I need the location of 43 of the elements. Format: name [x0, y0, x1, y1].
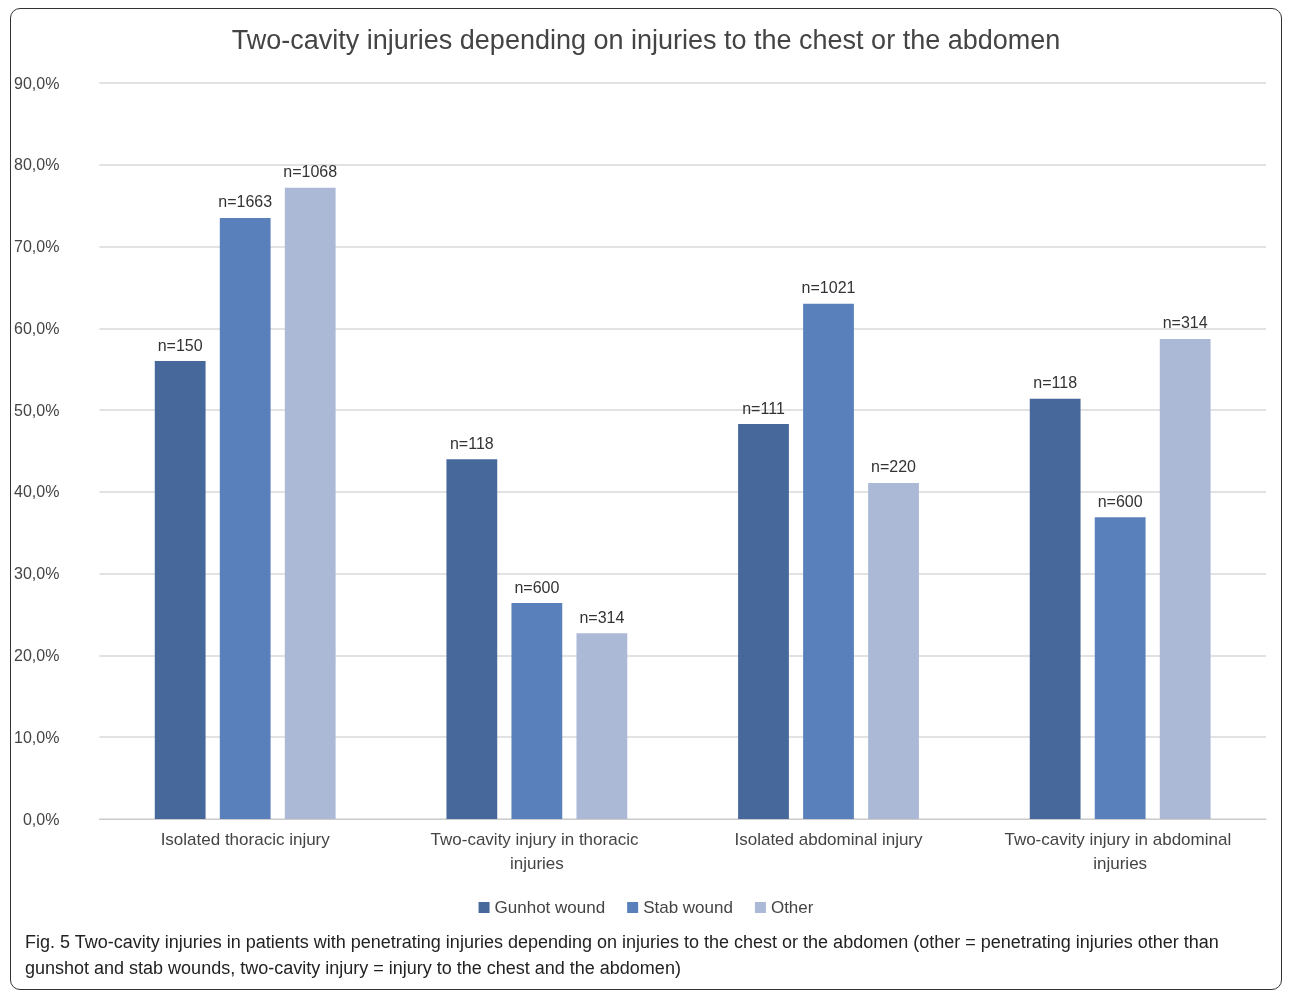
x-tick-label: Two-cavity injury in thoracic injuries	[430, 829, 644, 873]
bar	[511, 603, 563, 819]
chart-title: Two-cavity injuries depending on injuries to the chest or the abdomen	[231, 24, 1061, 55]
bar	[154, 361, 206, 819]
caption: Fig. 5 Two-cavity injuries in patients with penetrating injuries depending on injuries to the chest or the abdomen (other = penetrating injuries other than gunshot and stab wounds, two-cavity injury = injury to the chest and the abdomen)	[25, 931, 1220, 981]
annotation: n=1021	[801, 279, 856, 297]
legend-label: Other	[770, 898, 814, 917]
annotation: n=1068	[283, 163, 338, 181]
bar	[446, 459, 498, 819]
bar	[576, 633, 628, 819]
y-tick-label: 10,0%	[13, 728, 60, 746]
y-tick-label: 30,0%	[13, 565, 60, 583]
y-tick-label: 90,0%	[13, 74, 60, 92]
annotation: n=111	[742, 399, 785, 417]
annotation: n=150	[157, 336, 203, 354]
bar	[803, 303, 854, 819]
x-tick-label: Isolated thoracic injury	[160, 829, 331, 849]
y-tick-label: 40,0%	[13, 483, 60, 501]
bar	[868, 482, 919, 819]
bar	[1094, 517, 1146, 819]
legend-label: Stab wound	[643, 898, 733, 917]
y-tick-label: 0,0%	[22, 810, 60, 828]
y-tick-label: 80,0%	[13, 156, 60, 174]
annotation: n=314	[1162, 314, 1208, 332]
annotation: n=314	[579, 608, 625, 626]
bar	[219, 217, 271, 819]
annotation: n=600	[1097, 492, 1143, 510]
annotation: n=118	[449, 434, 494, 452]
bar	[284, 187, 336, 819]
annotation: n=220	[871, 458, 917, 476]
y-tick-label: 70,0%	[13, 238, 60, 256]
y-tick-label: 50,0%	[13, 401, 60, 419]
annotation: n=1663	[218, 193, 273, 211]
annotation: n=118	[1033, 374, 1078, 392]
x-tick-label: Isolated abdominal injury	[734, 829, 924, 849]
bar	[1159, 338, 1211, 819]
legend-label: Gunhot wound	[494, 898, 606, 917]
x-tick-label: Two-cavity injury in abdominal injuries	[1004, 829, 1236, 873]
y-tick-label: 60,0%	[13, 319, 60, 337]
annotation: n=600	[514, 578, 560, 596]
bar	[738, 424, 789, 819]
y-tick-label: 20,0%	[13, 646, 60, 664]
bar	[1029, 398, 1081, 819]
